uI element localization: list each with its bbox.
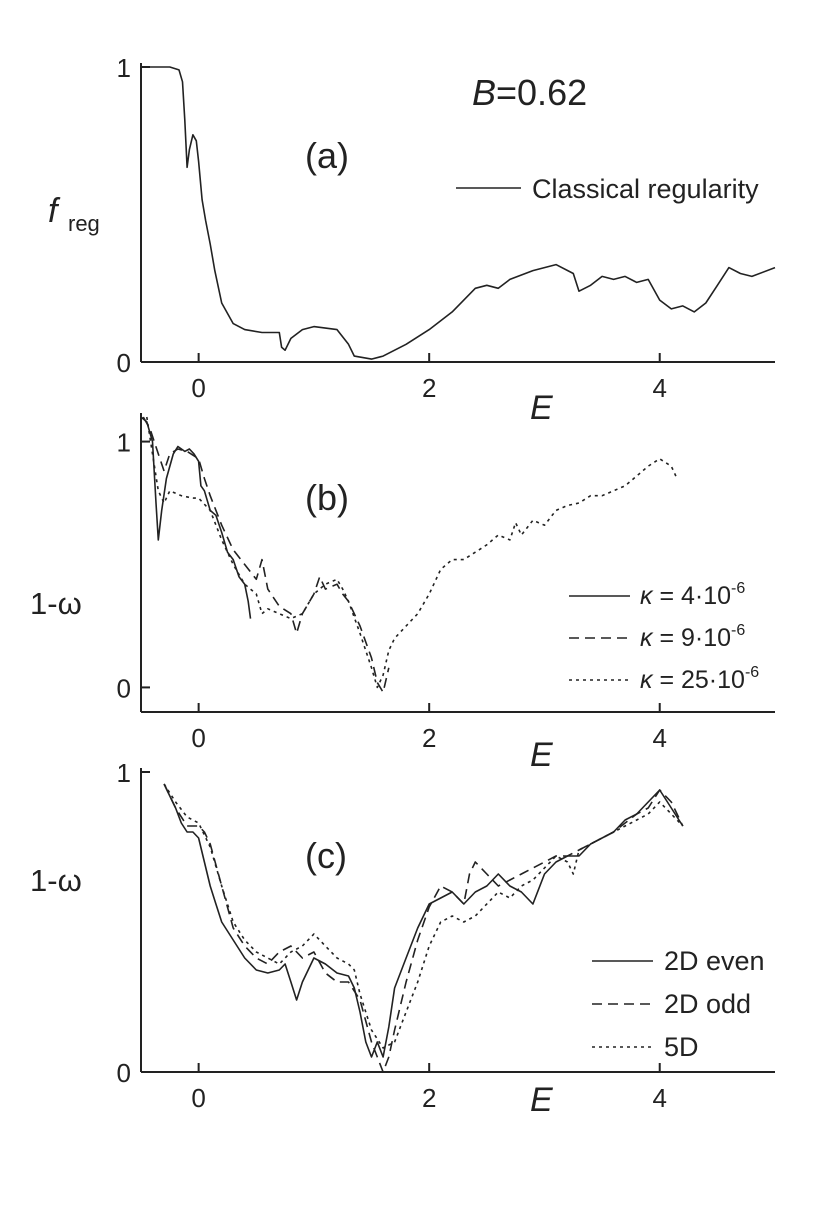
panel-c-xlabel: E (530, 1081, 553, 1119)
panel-b-legend-exp-0: -6 (731, 580, 745, 597)
panel-b-legend-kappa-1: κ (640, 624, 654, 652)
panel-b-legend-exp-2: -6 (745, 664, 759, 681)
panel-c-legend-label-0: 2D even (664, 946, 765, 976)
panel-b-series-0-line (140, 416, 252, 619)
panel-b-ylabel: 1-ω (30, 586, 82, 621)
panel-a-ylabel-main: f (48, 192, 61, 230)
panel-c-legend: 2D even 2D odd 5D (592, 946, 765, 1062)
panel-b-label: (b) (305, 477, 349, 518)
panel-a-series-0-line (141, 66, 776, 360)
panel-a-axes (140, 63, 775, 363)
panel-b-legend-exp-1: -6 (731, 622, 745, 639)
panel-a-xlabel: E (530, 389, 553, 427)
panel-b-legend-value-1: = 9·10 (653, 624, 732, 652)
panel-b-series-1-line (142, 416, 390, 694)
panel-b-xtick-label-0: 0 (191, 723, 205, 753)
panel-b: (b) 1-ω E κ = 4·10-6 κ = 9·10-6 κ = 25·1… (30, 413, 775, 774)
panel-a-ytick-label-0: 0 (117, 348, 131, 378)
panel-b-legend-value-2: = 25·10 (653, 666, 745, 694)
field-label-value: =0.62 (496, 72, 587, 113)
panel-b-axes (140, 413, 775, 713)
panel-a-ytick-label-1: 1 (117, 53, 131, 83)
panel-b-xlabel: E (530, 736, 553, 774)
panel-b-legend-label-2: κ = 25·10-6 (640, 664, 759, 694)
panel-b-legend: κ = 4·10-6 κ = 9·10-6 κ = 25·10-6 (569, 580, 759, 694)
panel-a-legend-label-0: Classical regularity (532, 174, 759, 204)
panel-c-legend-label-1: 2D odd (664, 989, 751, 1019)
panel-c: (c) 1-ω E 2D even 2D odd 5D 0 2 4 0 1 (30, 758, 775, 1119)
panel-a-xtick-label-0: 0 (191, 373, 205, 403)
panel-b-ytick-label-0: 0 (117, 673, 131, 703)
field-label-symbol: B (472, 72, 496, 113)
panel-c-xtick-label-1: 2 (422, 1083, 436, 1113)
panel-b-legend-value-0: = 4·10 (653, 582, 732, 610)
panel-b-legend-label-1: κ = 9·10-6 (640, 622, 745, 652)
panel-a-ylabel-sub: reg (68, 211, 100, 236)
field-label: B=0.62 (472, 72, 587, 113)
panel-b-xtick-label-1: 2 (422, 723, 436, 753)
panel-b-legend-label-0: κ = 4·10-6 (640, 580, 745, 610)
panel-a-legend: Classical regularity (456, 174, 759, 204)
panel-b-legend-kappa-2: κ (640, 666, 654, 694)
panel-c-ytick-label-1: 1 (117, 758, 131, 788)
panel-a-label: (a) (305, 135, 349, 176)
panel-c-ytick-label-0: 0 (117, 1058, 131, 1088)
panel-a-xtick-label-1: 2 (422, 373, 436, 403)
panel-c-legend-label-2: 5D (664, 1032, 699, 1062)
panel-c-series-1-line (163, 783, 684, 1073)
panel-c-series-0-line (163, 783, 684, 1058)
panel-b-ytick-label-1: 1 (117, 428, 131, 458)
panel-c-series-2-line (163, 783, 684, 1049)
panel-b-legend-kappa-0: κ (640, 582, 654, 610)
panel-c-axes (140, 768, 775, 1073)
panel-b-xtick-label-2: 4 (652, 723, 666, 753)
panel-c-ylabel: 1-ω (30, 863, 82, 898)
panel-a-xtick-label-2: 4 (652, 373, 666, 403)
panel-b-series-2-line (146, 416, 678, 689)
panel-c-xtick-label-0: 0 (191, 1083, 205, 1113)
panel-c-xtick-label-2: 4 (652, 1083, 666, 1113)
panel-a: B=0.62 (a) f reg E Classical regularity … (48, 53, 776, 427)
panel-c-label: (c) (305, 835, 347, 876)
